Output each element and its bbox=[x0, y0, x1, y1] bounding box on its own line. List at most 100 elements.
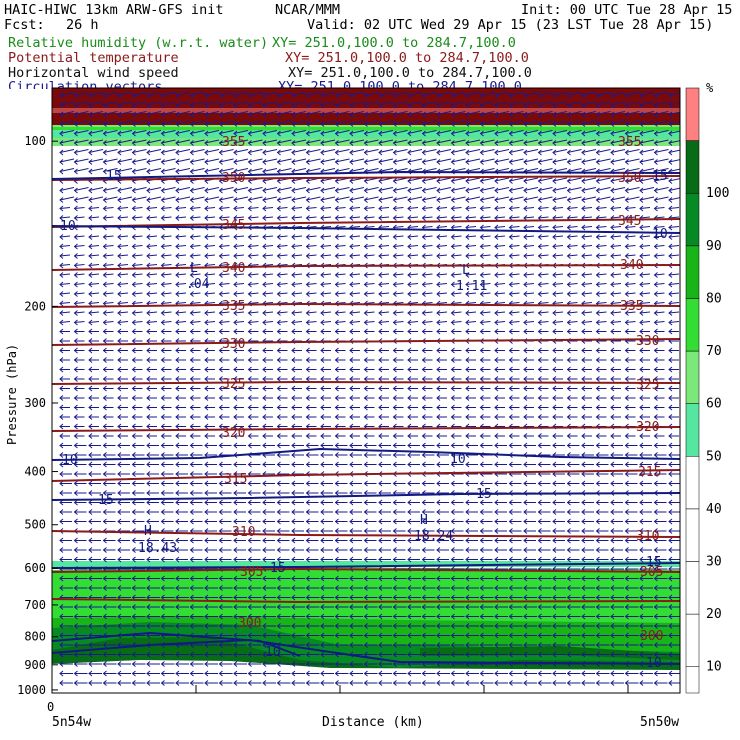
vector-arrow bbox=[306, 130, 321, 134]
vector-arrow bbox=[88, 245, 100, 247]
vector-arrowhead bbox=[117, 490, 122, 496]
vector-arrowhead bbox=[189, 623, 194, 629]
vector-arrowhead bbox=[204, 613, 209, 620]
vector-arrow bbox=[335, 111, 350, 115]
vector-arrow bbox=[422, 302, 433, 304]
vector-arrowhead bbox=[117, 452, 122, 458]
vector-arrow bbox=[407, 273, 419, 276]
vector-arrowhead bbox=[218, 92, 223, 99]
vector-arrowhead bbox=[59, 197, 64, 203]
vector-arrowhead bbox=[204, 395, 209, 401]
vector-arrow bbox=[451, 187, 466, 191]
vector-arrowhead bbox=[581, 395, 586, 401]
vector-arrowhead bbox=[233, 187, 238, 194]
vector-arrowhead bbox=[624, 319, 629, 326]
vector-arrow bbox=[538, 283, 549, 285]
vector-arrowhead bbox=[117, 168, 122, 175]
vector-arrowhead bbox=[276, 234, 281, 240]
vector-arrowhead bbox=[218, 594, 223, 601]
vector-arrowhead bbox=[117, 575, 122, 582]
vector-arrowhead bbox=[639, 395, 644, 401]
vector-arrowhead bbox=[189, 149, 194, 156]
vector-arrow bbox=[74, 302, 85, 304]
vector-arrow bbox=[523, 283, 535, 285]
vector-arrowhead bbox=[508, 518, 513, 525]
vector-arrowhead bbox=[639, 234, 644, 240]
vector-arrowhead bbox=[552, 366, 557, 373]
vector-arrow bbox=[117, 235, 129, 238]
vector-arrow bbox=[436, 196, 452, 201]
vector-arrowhead bbox=[581, 121, 586, 127]
vector-arrowhead bbox=[465, 404, 470, 411]
vector-arrowhead bbox=[624, 452, 629, 458]
vector-arrowhead bbox=[552, 205, 557, 212]
vector-arrowhead bbox=[653, 92, 658, 99]
vector-arrow bbox=[364, 101, 379, 106]
vector-arrowhead bbox=[668, 509, 673, 515]
vector-arrow bbox=[668, 187, 680, 191]
vector-arrowhead bbox=[363, 509, 368, 515]
vector-arrow bbox=[132, 101, 147, 106]
vector-arrowhead bbox=[88, 556, 93, 563]
vector-arrow bbox=[74, 207, 85, 209]
vector-arrowhead bbox=[247, 92, 252, 99]
vector-arrowhead bbox=[479, 347, 484, 354]
vector-arrowhead bbox=[407, 404, 412, 411]
vector-arrowhead bbox=[305, 604, 310, 610]
vector-arrowhead bbox=[102, 111, 107, 118]
vector-arrowhead bbox=[378, 480, 383, 487]
vector-arrow bbox=[248, 321, 259, 323]
vector-arrow bbox=[625, 101, 640, 106]
vector-arrow bbox=[422, 120, 437, 125]
vector-arrow bbox=[596, 149, 611, 153]
vector-arrowhead bbox=[305, 291, 310, 297]
vector-arrow bbox=[625, 177, 640, 182]
vector-arrowhead bbox=[639, 556, 644, 563]
vector-arrowhead bbox=[189, 140, 194, 146]
vector-arrowhead bbox=[392, 187, 397, 194]
vector-arrow bbox=[219, 273, 230, 276]
vector-arrowhead bbox=[334, 414, 339, 420]
vector-arrow bbox=[436, 139, 452, 144]
vector-arrowhead bbox=[73, 480, 78, 487]
vector-arrow bbox=[581, 120, 597, 125]
vector-arrowhead bbox=[218, 604, 223, 610]
vector-arrowhead bbox=[146, 404, 151, 411]
vector-arrowhead bbox=[131, 291, 136, 297]
vector-arrow bbox=[175, 168, 191, 172]
vector-arrowhead bbox=[73, 215, 78, 221]
vector-arrowhead bbox=[363, 149, 368, 156]
vector-arrowhead bbox=[363, 310, 368, 316]
vector-arrowhead bbox=[334, 594, 339, 601]
vector-arrowhead bbox=[349, 159, 354, 165]
vector-arrowhead bbox=[320, 594, 325, 601]
vector-arrowhead bbox=[610, 92, 615, 99]
vector-arrowhead bbox=[59, 585, 64, 591]
vector-arrowhead bbox=[392, 509, 397, 515]
vector-arrowhead bbox=[146, 366, 151, 373]
vector-arrowhead bbox=[595, 471, 600, 477]
vector-arrow bbox=[349, 292, 361, 295]
vector-arrowhead bbox=[537, 499, 542, 506]
vector-arrowhead bbox=[610, 518, 615, 525]
vector-arrow bbox=[132, 321, 143, 323]
vector-arrow bbox=[175, 235, 187, 238]
vector-arrowhead bbox=[59, 480, 64, 487]
vector-arrowhead bbox=[668, 140, 673, 146]
vector-arrow bbox=[335, 292, 346, 295]
vector-arrowhead bbox=[595, 575, 600, 582]
vector-arrowhead bbox=[218, 102, 223, 108]
vector-arrowhead bbox=[436, 585, 441, 591]
vector-arrow bbox=[567, 168, 582, 172]
vector-arrowhead bbox=[59, 442, 64, 449]
vector-arrowhead bbox=[88, 509, 93, 515]
vector-arrow bbox=[378, 130, 394, 134]
vector-arrow bbox=[596, 177, 611, 182]
vector-arrow bbox=[610, 273, 622, 276]
vector-arrowhead bbox=[189, 461, 194, 468]
vector-arrowhead bbox=[247, 272, 252, 278]
vector-arrow bbox=[248, 187, 263, 191]
vector-arrowhead bbox=[189, 234, 194, 240]
vector-arrowhead bbox=[334, 366, 339, 373]
vector-arrowhead bbox=[262, 149, 267, 156]
